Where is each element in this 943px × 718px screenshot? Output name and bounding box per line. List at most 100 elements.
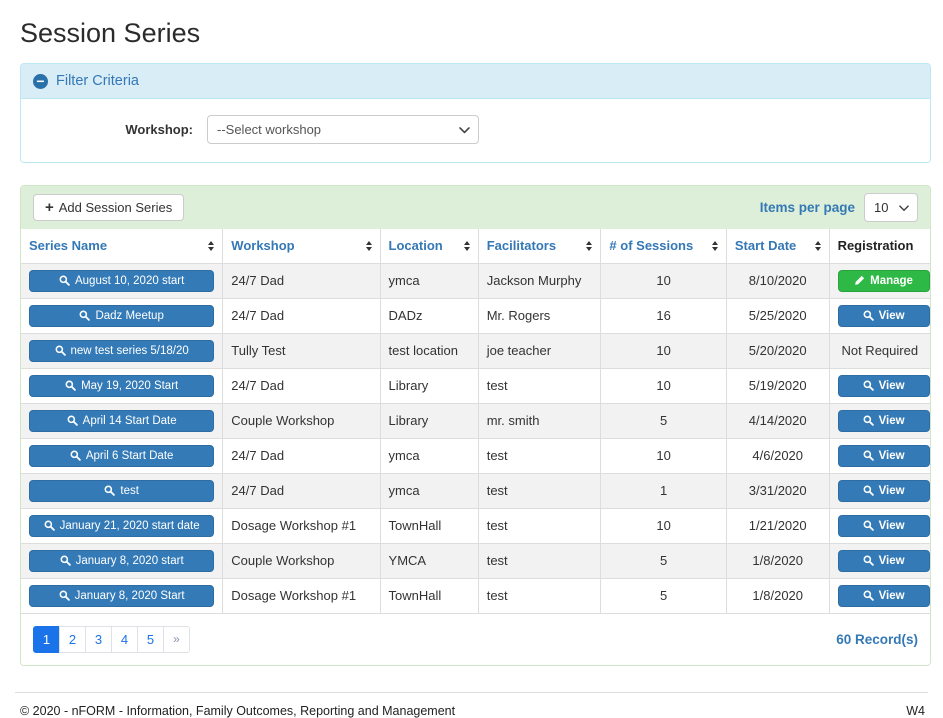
facilitators-cell: test — [478, 508, 602, 544]
page-link[interactable]: 2 — [59, 625, 86, 653]
series-name-label: April 14 Start Date — [82, 414, 177, 427]
items-per-page: Items per page 10 — [760, 193, 918, 222]
column-label: # of Sessions — [609, 238, 694, 254]
series-name-button[interactable]: April 14 Start Date — [29, 409, 215, 432]
registration-cell: View — [829, 473, 930, 509]
manage-registration-button[interactable]: Manage — [837, 269, 930, 292]
series-name-button[interactable]: January 8, 2020 Start — [29, 584, 215, 607]
view-registration-button[interactable]: View — [837, 374, 930, 397]
page-link[interactable]: 4 — [111, 625, 138, 653]
collapse-minus-icon[interactable]: − — [33, 73, 48, 89]
search-icon — [67, 415, 78, 426]
series-name-label: May 19, 2020 Start — [81, 379, 179, 392]
workshop-cell: 24/7 Dad — [222, 298, 381, 334]
table-row: test 24/7 Dad ymca test 1 3/31/2020 View — [21, 473, 930, 509]
series-name-button[interactable]: January 21, 2020 start date — [29, 514, 215, 537]
start-date-cell: 5/20/2020 — [726, 333, 830, 369]
series-name-button[interactable]: August 10, 2020 start — [29, 269, 215, 292]
add-session-series-button[interactable]: + Add Session Series — [33, 194, 185, 221]
series-name-cell: August 10, 2020 start — [21, 263, 224, 299]
view-registration-button[interactable]: View — [837, 409, 930, 432]
location-cell: TownHall — [380, 508, 479, 544]
registration-cell: Not Required — [829, 333, 930, 369]
column-label: Workshop — [231, 238, 295, 254]
pagination-page-3[interactable]: 3 — [85, 625, 112, 653]
search-icon — [863, 415, 874, 426]
page-link[interactable]: 5 — [137, 625, 164, 653]
view-registration-button[interactable]: View — [837, 304, 930, 327]
search-icon — [60, 555, 71, 566]
search-icon — [70, 450, 81, 461]
column-header-workshop[interactable]: Workshop — [222, 229, 381, 264]
registration-cell: View — [829, 543, 930, 579]
column-header-series-name[interactable]: Series Name — [21, 229, 224, 264]
workshop-cell: Couple Workshop — [222, 403, 381, 439]
column-header-of-sessions[interactable]: # of Sessions — [600, 229, 727, 264]
series-name-label: August 10, 2020 start — [74, 274, 185, 287]
series-name-button[interactable]: May 19, 2020 Start — [29, 374, 215, 397]
pagination-page-4[interactable]: 4 — [111, 625, 138, 653]
sort-icon — [463, 240, 470, 251]
location-cell: ymca — [380, 473, 479, 509]
facilitators-cell: joe teacher — [478, 333, 602, 369]
items-per-page-select[interactable]: 10 — [864, 193, 918, 222]
view-registration-button[interactable]: View — [837, 514, 930, 537]
registration-button-label: View — [878, 554, 905, 567]
sessions-count-cell: 5 — [600, 403, 727, 439]
pagination-page-5[interactable]: 5 — [137, 625, 164, 653]
copyright-text: © 2020 - nFORM - Information, Family Out… — [20, 703, 456, 718]
series-name-label: Dadz Meetup — [95, 309, 164, 322]
pagination-next[interactable]: » — [163, 625, 190, 653]
column-header-location[interactable]: Location — [380, 229, 479, 264]
start-date-cell: 5/25/2020 — [726, 298, 830, 334]
search-icon — [863, 450, 874, 461]
facilitators-cell: test — [478, 578, 602, 614]
series-name-button[interactable]: Dadz Meetup — [29, 304, 215, 327]
search-icon — [55, 345, 66, 356]
pagination-page-1[interactable]: 1 — [33, 625, 60, 653]
workshop-select[interactable]: --Select workshop — [207, 115, 479, 144]
table-header-row: Series Name Workshop Location Facilitators #… — [21, 229, 930, 264]
view-registration-button[interactable]: View — [837, 584, 930, 607]
location-cell: Library — [380, 403, 479, 439]
registration-button-label: View — [878, 379, 905, 392]
series-name-label: January 8, 2020 start — [75, 554, 184, 567]
page: Session Series − Filter Criteria Worksho… — [20, 18, 931, 666]
facilitators-cell: test — [478, 543, 602, 579]
column-label: Location — [388, 238, 443, 254]
page-link[interactable]: 3 — [85, 625, 112, 653]
workshop-cell: Couple Workshop — [222, 543, 381, 579]
series-name-cell: May 19, 2020 Start — [21, 368, 224, 404]
series-name-cell: January 8, 2020 start — [21, 543, 224, 579]
location-cell: DADz — [380, 298, 479, 334]
record-count: 60 Record(s) — [836, 631, 918, 647]
view-registration-button[interactable]: View — [837, 479, 930, 502]
pagination-page-2[interactable]: 2 — [59, 625, 86, 653]
series-name-button[interactable]: January 8, 2020 start — [29, 549, 215, 572]
view-registration-button[interactable]: View — [837, 444, 930, 467]
search-icon — [863, 555, 874, 566]
column-label: Start Date — [734, 238, 797, 254]
page-footer: © 2020 - nFORM - Information, Family Out… — [15, 691, 928, 718]
registration-cell: View — [829, 508, 930, 544]
registration-cell: View — [829, 578, 930, 614]
workshop-cell: 24/7 Dad — [222, 438, 381, 474]
page-link[interactable]: 1 — [33, 625, 60, 653]
sort-icon — [814, 240, 821, 251]
items-per-page-label: Items per page — [759, 200, 855, 215]
series-name-button[interactable]: test — [29, 479, 215, 502]
page-link[interactable]: » — [163, 625, 190, 653]
plus-icon: + — [45, 199, 54, 216]
facilitators-cell: mr. smith — [478, 403, 602, 439]
location-cell: TownHall — [380, 578, 479, 614]
view-registration-button[interactable]: View — [837, 549, 930, 572]
sessions-count-cell: 16 — [600, 298, 727, 334]
column-header-start-date[interactable]: Start Date — [726, 229, 830, 264]
series-name-button[interactable]: April 6 Start Date — [29, 444, 215, 467]
column-header-facilitators[interactable]: Facilitators — [478, 229, 602, 264]
filter-criteria-header[interactable]: − Filter Criteria — [21, 64, 930, 99]
table-row: April 14 Start Date Couple Workshop Librar… — [21, 403, 930, 439]
series-name-button[interactable]: new test series 5/18/20 — [29, 339, 215, 362]
location-cell: YMCA — [380, 543, 479, 579]
facilitators-cell: test — [478, 473, 602, 509]
